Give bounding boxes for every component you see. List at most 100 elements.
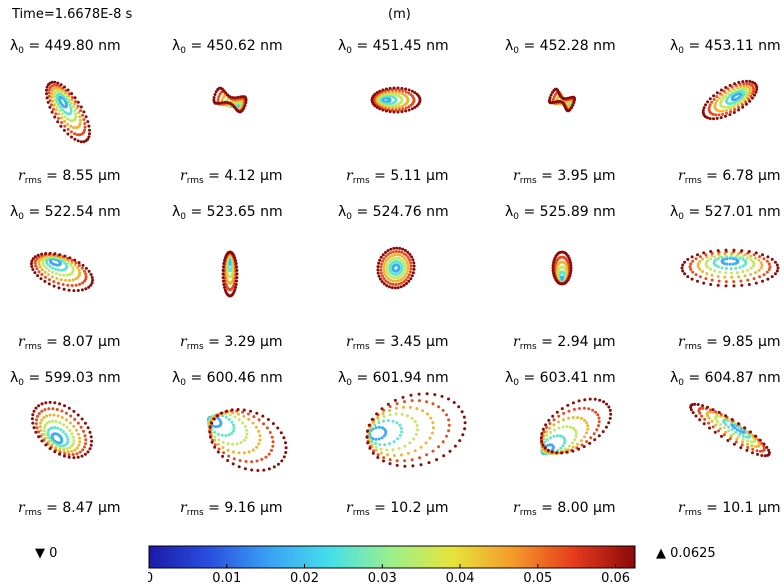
spot-point [406,414,409,418]
spot-point [723,275,727,279]
rms-subscript: rms [186,508,204,518]
spot-point [712,97,716,101]
spot-point [376,416,380,419]
spot-point [87,269,91,273]
spot-point [270,448,273,452]
spot-point [404,90,408,94]
spot-point [83,122,87,126]
spot-point [604,425,608,429]
spot-point [743,259,747,263]
spot-point [40,252,44,256]
spot-point [70,261,74,265]
spot-point [741,105,745,109]
spot-point [410,399,414,403]
spot-point [607,405,611,409]
spot-point [393,253,397,257]
spot-point [395,246,399,250]
lambda-symbol: λ [505,38,514,54]
spot-point [686,257,690,261]
spot-point [398,88,401,92]
spot-point [88,430,92,434]
lambda-subscript: 0 [678,378,685,388]
spot-point [691,411,695,415]
spot-point [404,106,408,110]
spot-point [719,412,723,416]
spot-point [52,104,56,107]
rms-subscript: rms [352,342,370,352]
spot-point [209,435,212,439]
spot-point [230,103,234,107]
spot-point [730,271,733,275]
spot-point [602,400,606,404]
spot-point [386,249,390,253]
spot-point [382,267,386,271]
lambda-label: λ0 = 522.54 nm [10,204,121,222]
spot-point [210,421,214,425]
spot-point [718,270,722,274]
spot-point [407,88,411,92]
spot-point [387,277,390,281]
spot-point [716,414,720,418]
spot-point [382,277,386,280]
spot-point [56,414,60,418]
spot-point [82,118,86,121]
lambda-value: = 522.54 nm [28,204,121,220]
spot-point [726,105,730,109]
spot-diagram [680,248,780,288]
spot-point [61,430,65,434]
spot-point [607,421,611,425]
spot-point [216,450,220,454]
spot-point [234,283,238,286]
spot-point [386,453,390,457]
spot-point [398,253,402,257]
spot-point [545,426,548,429]
spot-point [705,272,709,276]
spot-point [394,276,398,280]
lambda-value: = 601.94 nm [356,370,449,386]
spot-point [589,436,593,440]
spot-point [32,409,36,413]
spot-point [68,278,71,282]
spot-point [608,416,612,420]
spot-point [563,439,567,442]
spot-point [724,94,727,98]
spot-point [768,265,772,269]
spot-point [724,271,727,275]
rms-label: rrms = 3.95 μm [513,168,616,186]
spot-point [395,421,399,425]
spot-point [78,282,82,286]
spot-point [741,264,745,268]
spot-point [745,82,749,86]
spot-point [417,392,421,396]
spot-point [741,257,745,261]
spot-point [64,278,67,282]
spot-point [385,275,389,279]
spot-point [375,412,379,416]
spot-point [233,415,237,419]
spot-point [707,106,711,110]
spot-point [741,270,745,274]
spot-point [700,414,704,418]
spot-point [48,105,52,109]
spot-point [218,101,221,105]
spot-point [228,95,232,99]
spot-point [569,271,572,275]
spot-point [53,450,57,454]
spot-point [30,265,34,268]
spot-point [715,99,719,103]
spot-point [55,408,59,411]
spot-point [383,273,387,277]
spot-point [694,273,698,277]
spot-point [212,98,216,102]
spot-point [729,104,733,108]
spot-point [408,441,412,445]
spot-point [234,259,237,262]
rms-label: rrms = 6.78 μm [678,168,781,186]
spot-point [735,437,739,441]
lambda-subscript: 0 [346,46,353,56]
spot-point [716,420,720,424]
spot-point [69,106,73,110]
spot-point [386,257,390,261]
spot-point [78,118,82,122]
spot-point [63,254,67,258]
